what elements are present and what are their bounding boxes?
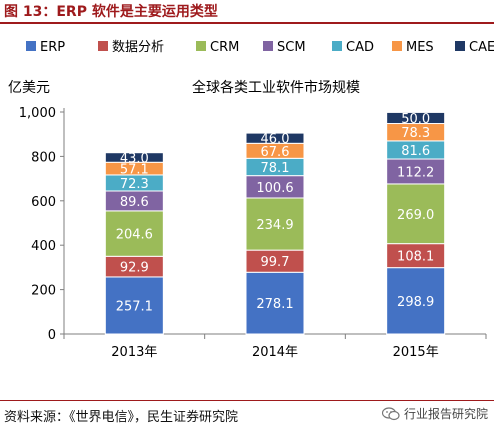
data-label-2-6: 50.0 [401,112,430,127]
bar-0-2 [104,210,164,257]
bar-1-0 [245,271,305,335]
figure-heading: 图 13：ERP 软件是主要运用类型 [0,0,494,22]
legend-swatch-3 [263,41,273,51]
figure-title: 图 13：ERP 软件是主要运用类型 [4,4,218,20]
y-tick-label-4: 800 [31,150,56,165]
data-label-2-0: 298.9 [397,295,434,310]
data-label-2-2: 269.0 [397,208,434,223]
data-label-1-4: 78.1 [261,161,290,176]
watermark-text: 行业报告研究院 [403,407,488,421]
legend-swatch-5 [392,41,402,51]
chart-title: 全球各类工业软件市场规模 [192,79,360,96]
source-note: 资料来源：《世界电信》，民生证券研究院 [4,410,239,425]
legend-label-3: SCM [277,40,306,55]
y-tick-label-5: 1,000 [19,106,56,121]
source-rule [0,400,494,401]
legend-swatch-1 [98,41,108,51]
y-tick-label-2: 400 [31,239,56,254]
data-label-2-5: 78.3 [401,126,430,141]
y-tick-label-1: 200 [31,284,56,299]
data-label-0-4: 72.3 [120,177,149,192]
legend-label-2: CRM [210,40,239,55]
legend-swatch-4 [332,41,342,51]
data-label-1-1: 99.7 [261,255,290,270]
bar-1-2 [245,197,305,251]
wechat-icon [381,406,400,420]
bar-2-3 [386,158,446,185]
data-label-0-6: 43.0 [120,151,149,166]
data-label-0-1: 92.9 [120,261,149,276]
legend-swatch-0 [26,41,36,51]
bar-2-6 [386,111,446,125]
x-tick-label-2: 2015年 [393,345,439,360]
legend-label-5: MES [406,40,434,55]
data-label-2-3: 112.2 [397,165,434,180]
bar-0-0 [104,276,164,335]
bar-0-6 [104,152,164,163]
data-label-1-3: 100.6 [256,181,293,196]
data-label-2-1: 108.1 [397,250,434,265]
legend-swatch-6 [455,41,465,51]
legend-swatch-2 [196,41,206,51]
legend-label-0: ERP [40,40,65,55]
data-label-1-5: 67.6 [261,145,290,160]
stacked-bar-chart: ERP 数据分析 CRM SCM CAD MES CAE 亿美元 全球各类工业软件市场规模 0 20… [8,40,494,360]
data-label-2-4: 81.6 [401,144,430,159]
data-label-0-2: 204.6 [116,228,153,243]
heading-rule [0,22,494,24]
data-label-1-6: 46.0 [261,132,290,147]
x-tick-label-0: 2013年 [111,345,157,360]
legend-label-4: CAD [346,40,374,55]
legend-label-1: 数据分析 [112,40,164,55]
data-label-0-3: 89.6 [120,195,149,210]
bar-1-6 [245,132,305,144]
x-tick-label-1: 2014年 [252,345,298,360]
bar-2-0 [386,267,446,335]
y-axis-label: 亿美元 [8,80,50,96]
legend-label-6: CAE [469,40,494,55]
data-label-1-2: 234.9 [256,218,293,233]
y-tick-label-0: 0 [48,328,56,343]
y-tick-label-3: 600 [31,195,56,210]
data-label-0-5: 57.1 [120,163,149,178]
data-label-1-0: 278.1 [256,297,293,312]
watermark: 行业报告研究院 [381,405,488,422]
data-label-0-0: 257.1 [116,299,153,314]
